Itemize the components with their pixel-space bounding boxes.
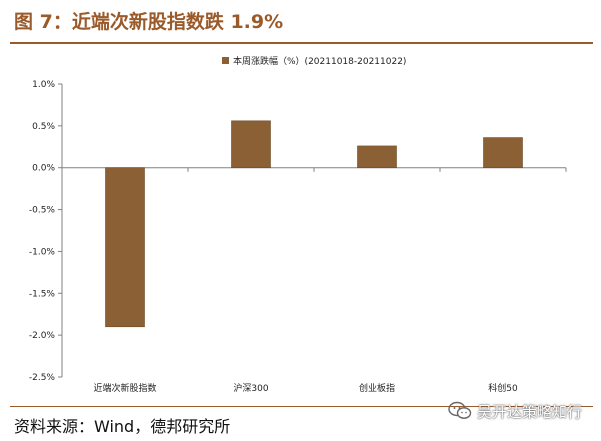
- watermark-text: 吴开达策略知行: [477, 402, 583, 421]
- bar-chart: 本周涨跌幅（%）(20211018-20211022) 1.0% 0.5% 0.0%…: [29, 55, 567, 394]
- bar: [105, 167, 145, 328]
- legend: 本周涨跌幅（%）(20211018-20211022): [222, 55, 406, 67]
- footer-divider: [10, 406, 593, 407]
- y-tick-label: 1.0%: [32, 80, 55, 90]
- y-tick-label: -1.5%: [29, 289, 56, 299]
- bar: [357, 145, 397, 169]
- bars: [105, 120, 523, 328]
- x-tick-label: 科创50: [488, 382, 518, 394]
- wechat-icon: [448, 401, 472, 419]
- x-axis: [61, 167, 567, 172]
- title-divider: [10, 42, 593, 44]
- bar: [231, 120, 271, 169]
- x-tick-labels: 近端次新股指数 沪深300 创业板指 科创50: [93, 382, 518, 394]
- y-axis: 1.0% 0.5% 0.0% -0.5% -1.0% -1.5% -2.0% -2.5%: [29, 80, 63, 383]
- y-tick-label: 0.0%: [32, 164, 55, 174]
- y-tick-label: -0.5%: [29, 206, 56, 216]
- y-tick-label: 0.5%: [32, 122, 55, 132]
- bar: [483, 137, 523, 169]
- y-tick-label: -2.0%: [29, 331, 56, 341]
- y-tick-label: -1.0%: [29, 247, 56, 257]
- legend-label: 本周涨跌幅（%）(20211018-20211022): [233, 55, 406, 67]
- x-tick-label: 沪深300: [233, 382, 268, 394]
- source-note: 资料来源：Wind，德邦研究所: [14, 417, 231, 436]
- legend-swatch: [222, 57, 229, 64]
- watermark: 吴开达策略知行: [448, 398, 582, 424]
- figure-title: 图 7：近端次新股指数跌 1.9%: [14, 11, 284, 33]
- x-tick-label: 创业板指: [359, 382, 395, 394]
- x-tick-label: 近端次新股指数: [93, 382, 156, 394]
- y-tick-label: -2.5%: [29, 373, 56, 383]
